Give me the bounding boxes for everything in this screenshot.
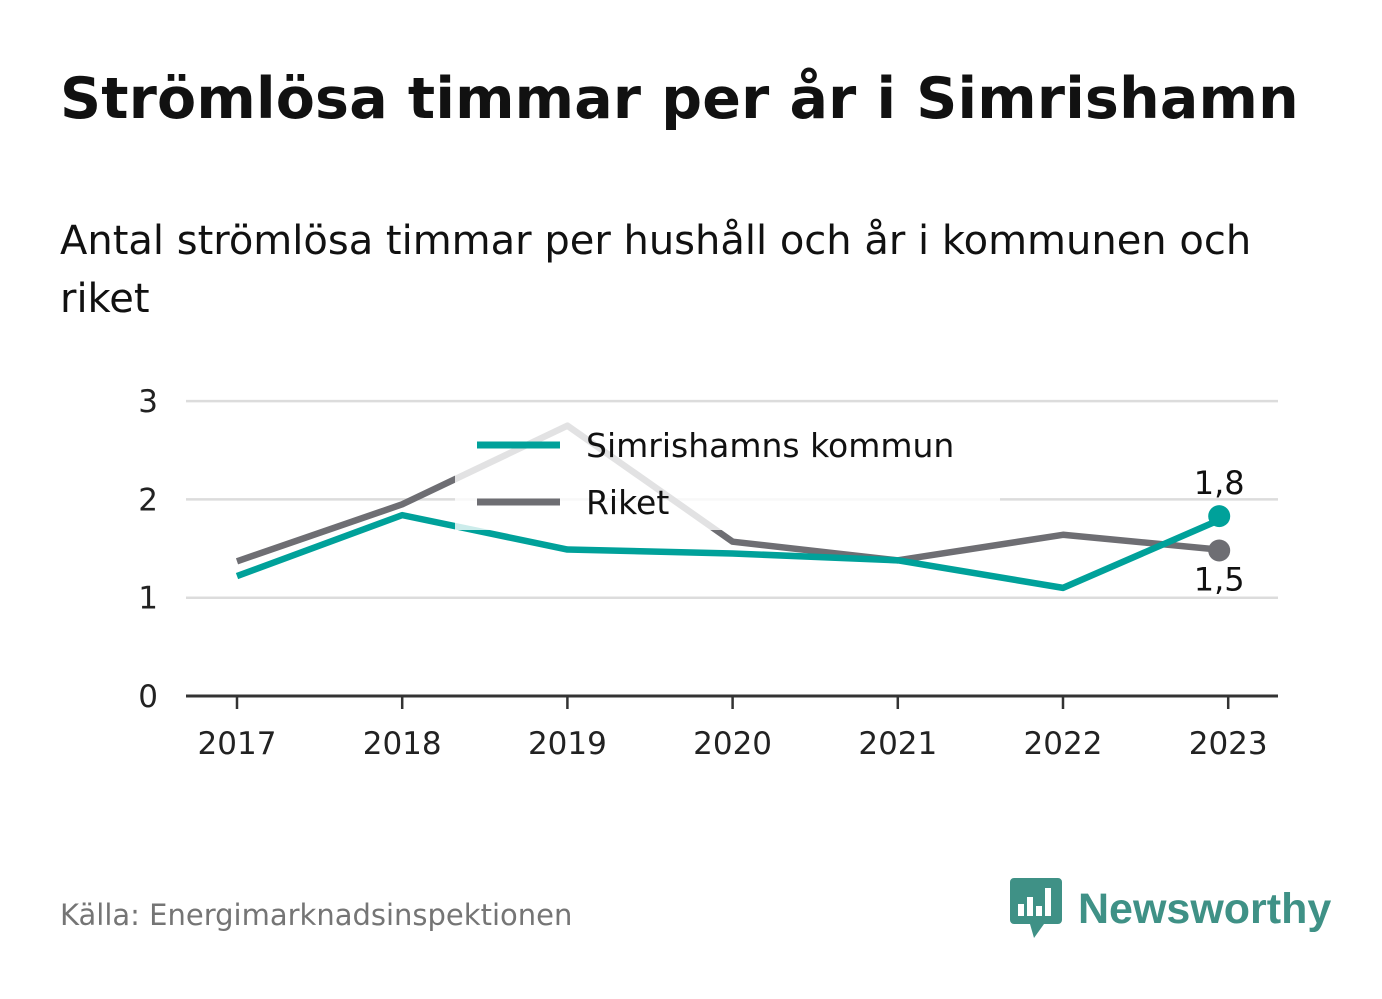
series-line	[235, 511, 1230, 592]
x-tick-label: 2017	[198, 726, 277, 762]
y-tick-label: 3	[138, 384, 158, 420]
series-line	[235, 422, 1229, 565]
x-tick-label: 2021	[858, 726, 937, 762]
end-value-label: 1,5	[1194, 561, 1245, 599]
x-tick-label: 2019	[528, 726, 607, 762]
y-tick-label: 1	[138, 581, 158, 617]
end-point-marker	[1208, 505, 1231, 528]
source-note: Källa: Energimarknadsinspektionen	[60, 898, 573, 932]
bar-chart-speech-bubble-icon	[1010, 878, 1062, 938]
x-tick-label: 2022	[1024, 726, 1103, 762]
legend-label: Simrishamns kommun	[586, 426, 954, 465]
newsworthy-logo: Newsworthy	[1010, 878, 1331, 940]
legend-background	[455, 418, 1000, 530]
brand-name: Newsworthy	[1078, 884, 1332, 933]
x-tick-label: 2020	[693, 726, 772, 762]
chart-subtitle: Antal strömlösa timmar per hushåll och å…	[60, 218, 1252, 322]
end-value-label: 1,8	[1194, 464, 1245, 502]
legend: Simrishamns kommun Riket	[455, 418, 1000, 530]
x-tick-label: 2018	[363, 726, 442, 762]
end-point-marker	[1208, 539, 1231, 562]
series-lines	[235, 422, 1230, 592]
y-axis-ticks: 0 1 2 3	[138, 384, 158, 715]
y-tick-label: 0	[138, 679, 158, 715]
y-tick-label: 2	[138, 482, 158, 518]
x-axis: 2017 2018 2019 2020 2021 2022 2023	[186, 694, 1278, 762]
x-tick-label: 2023	[1189, 726, 1268, 762]
legend-label: Riket	[586, 483, 669, 522]
chart-title: Strömlösa timmar per år i Simrishamn	[60, 66, 1299, 132]
end-labels: 1,8 1,5	[1194, 464, 1245, 598]
